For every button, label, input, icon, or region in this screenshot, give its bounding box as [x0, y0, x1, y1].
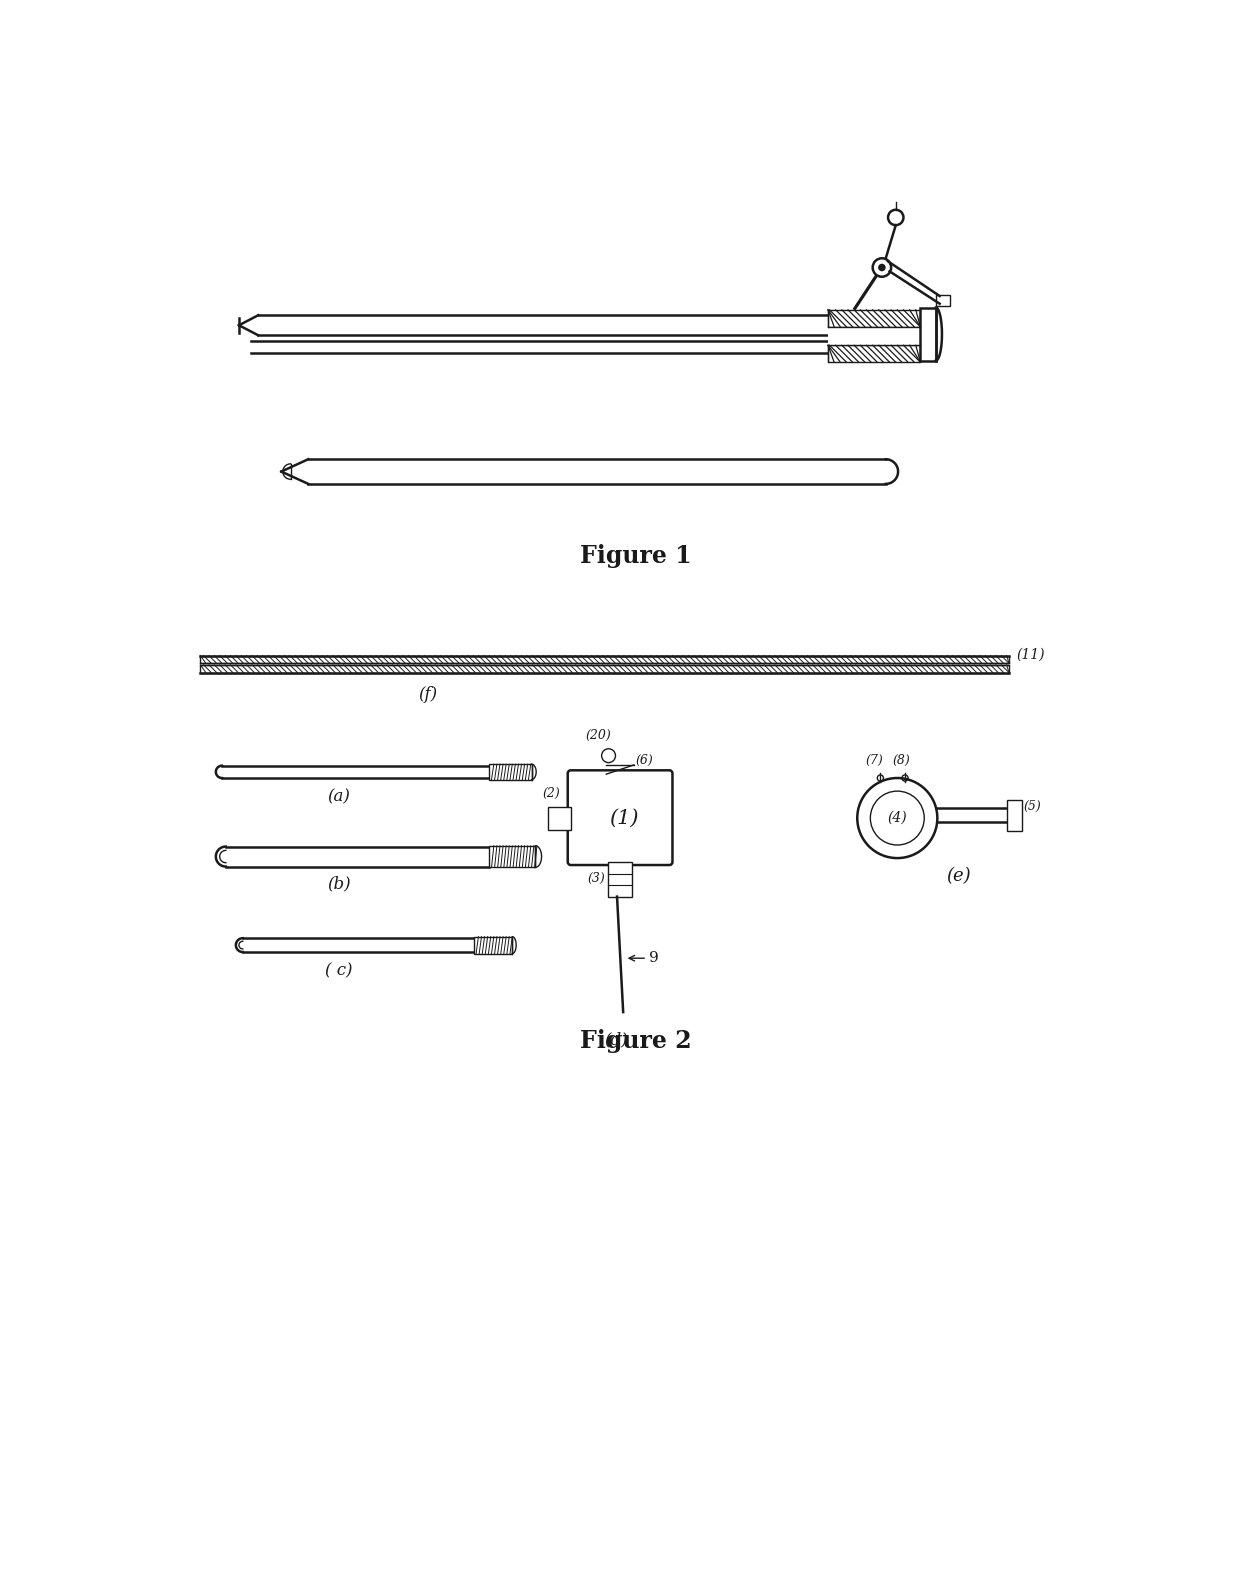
Text: (11): (11) [1017, 647, 1045, 662]
Text: (7): (7) [866, 754, 883, 767]
Text: Figure 2: Figure 2 [579, 1030, 692, 1054]
Bar [490, 846, 536, 867]
Bar [828, 346, 920, 362]
Text: (5): (5) [1023, 800, 1042, 813]
Bar [474, 937, 512, 953]
Bar [201, 665, 1009, 673]
FancyBboxPatch shape [568, 770, 672, 866]
Bar [608, 862, 632, 896]
Bar [201, 655, 1009, 663]
Circle shape [879, 265, 885, 271]
Text: (e): (e) [946, 867, 971, 885]
Bar [920, 308, 936, 360]
Text: (f): (f) [418, 685, 438, 703]
Text: ( c): ( c) [325, 963, 353, 980]
Bar [548, 807, 570, 829]
Text: (b): (b) [327, 875, 351, 893]
Text: (4): (4) [888, 811, 908, 826]
Text: (20): (20) [585, 728, 611, 741]
Text: (d): (d) [604, 1031, 629, 1049]
Text: Figure 1: Figure 1 [579, 544, 692, 567]
Text: (3): (3) [588, 872, 605, 885]
Text: (6): (6) [635, 754, 653, 767]
Text: (1): (1) [609, 808, 639, 827]
Bar [828, 327, 920, 346]
Bar [936, 295, 950, 306]
Bar [490, 764, 532, 779]
Bar [1007, 800, 1022, 830]
Text: (a): (a) [327, 789, 351, 807]
Text: (8): (8) [893, 754, 910, 767]
Text: 9: 9 [650, 952, 660, 966]
Bar [828, 309, 920, 327]
Text: (2): (2) [543, 787, 560, 800]
